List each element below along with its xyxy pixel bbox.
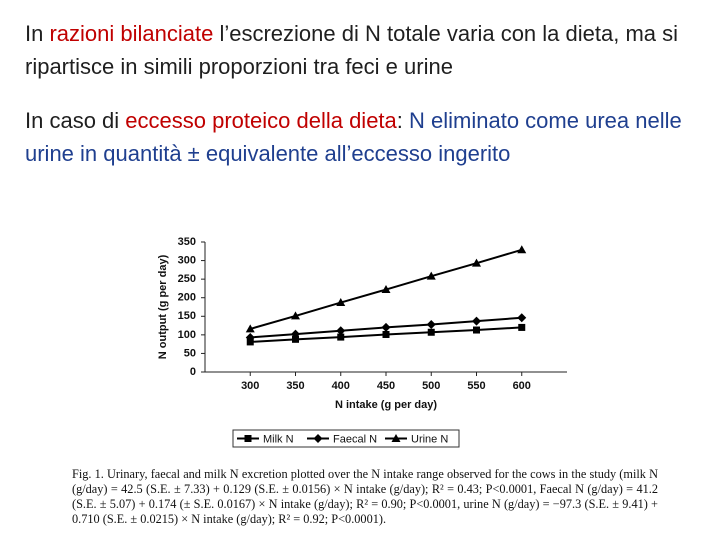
data-point (518, 323, 526, 331)
y-tick-label: 300 (178, 254, 196, 266)
y-tick-label: 250 (178, 273, 196, 285)
data-point (381, 285, 391, 294)
legend-marker (391, 434, 401, 442)
legend-label: Urine N (411, 433, 448, 445)
x-tick-label: 550 (467, 380, 485, 392)
y-axis-label: N output (g per day) (157, 254, 169, 359)
x-tick-label: 300 (241, 380, 259, 392)
x-tick-label: 500 (422, 380, 440, 392)
data-point (426, 319, 436, 329)
y-tick-label: 100 (178, 329, 196, 341)
data-point (245, 332, 255, 342)
data-point (336, 326, 346, 336)
text-run: l’escrezione di N totale varia con la di… (25, 21, 679, 79)
data-point (427, 328, 435, 336)
figure-caption: Fig. 1. Urinary, faecal and milk N excre… (72, 467, 658, 526)
data-point (382, 330, 390, 338)
data-point (472, 316, 481, 326)
legend-marker (313, 434, 323, 443)
legend-box (232, 429, 460, 448)
paragraph: In razioni bilanciate l’escrezione di N … (25, 17, 695, 83)
y-tick-label: 50 (184, 347, 196, 359)
data-point (472, 258, 481, 267)
data-point (336, 298, 346, 307)
data-point (426, 271, 436, 280)
y-tick-label: 200 (178, 292, 196, 304)
y-tick-label: 0 (190, 366, 196, 378)
text-run: In caso di (25, 108, 126, 133)
x-axis-label: N intake (g per day) (335, 399, 437, 411)
data-point (291, 329, 300, 339)
y-tick-label: 350 (178, 236, 196, 248)
data-point (473, 326, 480, 334)
paragraph: In caso di eccesso proteico della dieta:… (25, 104, 695, 170)
data-point (517, 245, 527, 254)
y-tick-label: 150 (178, 310, 196, 322)
text-run: : (396, 108, 410, 133)
x-tick-label: 600 (513, 380, 531, 392)
data-point (245, 324, 255, 333)
legend-marker (244, 435, 252, 442)
x-tick-label: 350 (286, 380, 304, 392)
text-run: In (25, 21, 50, 46)
data-point (517, 313, 527, 323)
data-point (381, 322, 391, 332)
data-point (291, 311, 300, 320)
x-tick-label: 450 (377, 380, 395, 392)
x-tick-label: 400 (332, 380, 350, 392)
legend-label: Faecal N (333, 433, 377, 445)
data-point (292, 335, 299, 343)
text-run: eccesso proteico della dieta (125, 108, 397, 133)
data-point (337, 333, 345, 341)
text-run: razioni bilanciate (49, 21, 214, 46)
text-run: N eliminato come urea nelle urine in qua… (25, 108, 682, 166)
legend-label: Milk N (263, 433, 294, 445)
